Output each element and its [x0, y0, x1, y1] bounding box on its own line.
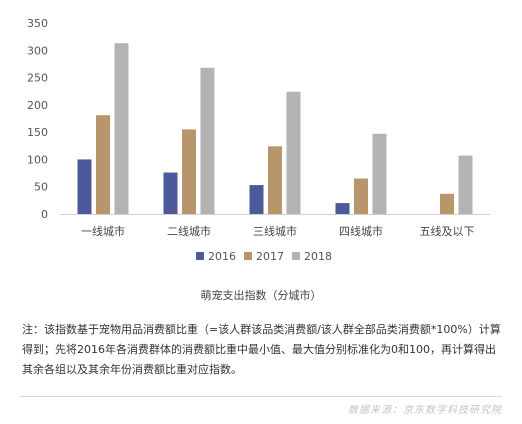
- bar-2018-5: [458, 155, 473, 214]
- bar-2017-3: [268, 146, 282, 214]
- bar-2018-4: [372, 133, 387, 214]
- bar-2016-4: [335, 203, 350, 214]
- category-label: 三线城市: [253, 224, 297, 238]
- y-tick-label: 350: [27, 17, 48, 30]
- bar-2016-2: [163, 172, 178, 214]
- legend-swatch-2017: [244, 252, 252, 260]
- legend-swatch-2018: [292, 252, 300, 260]
- y-tick-label: 200: [27, 99, 48, 112]
- legend-label-2016: 2016: [208, 250, 236, 263]
- category-label: 一线城市: [81, 224, 125, 238]
- bar-2018-1: [114, 43, 129, 214]
- category-label: 四线城市: [339, 224, 383, 238]
- chart-title: 萌宠支出指数（分城市）: [200, 289, 322, 302]
- bar-2018-3: [286, 91, 301, 214]
- y-tick-label: 0: [41, 208, 48, 221]
- data-source: 数据来源：京东数字科技研究院: [348, 405, 502, 416]
- y-tick-label: 150: [27, 126, 48, 139]
- bar-2016-1: [77, 159, 92, 214]
- y-tick-label: 100: [27, 153, 48, 166]
- category-label: 五线及以下: [420, 224, 475, 238]
- y-tick-label: 50: [34, 181, 48, 194]
- bar-2017-4: [354, 178, 368, 214]
- bar-chart: 0 50 100 150 200 250 300 350 一线城市 二线城市 三线城市 四线城市 五线及…: [27, 17, 490, 263]
- bar-2017-1: [96, 115, 110, 214]
- divider: [20, 396, 502, 397]
- legend-label-2018: 2018: [304, 250, 332, 263]
- legend-label-2017: 2017: [256, 250, 284, 263]
- y-tick-label: 300: [27, 44, 48, 57]
- bar-2017-2: [182, 129, 196, 214]
- legend-swatch-2016: [196, 252, 204, 260]
- category-label: 二线城市: [167, 224, 211, 238]
- chart-note: 注：该指数基于宠物用品消费额比重（=该人群该品类消费额/该人群全部品类消费额*1…: [22, 323, 501, 376]
- bar-2018-2: [200, 67, 215, 215]
- bar-2016-3: [249, 185, 264, 214]
- y-tick-label: 250: [27, 72, 48, 85]
- bar-2017-5: [440, 193, 454, 214]
- chart-container: 0 50 100 150 200 250 300 350 一线城市 二线城市 三线城市 四线城市 五线及…: [27, 17, 490, 263]
